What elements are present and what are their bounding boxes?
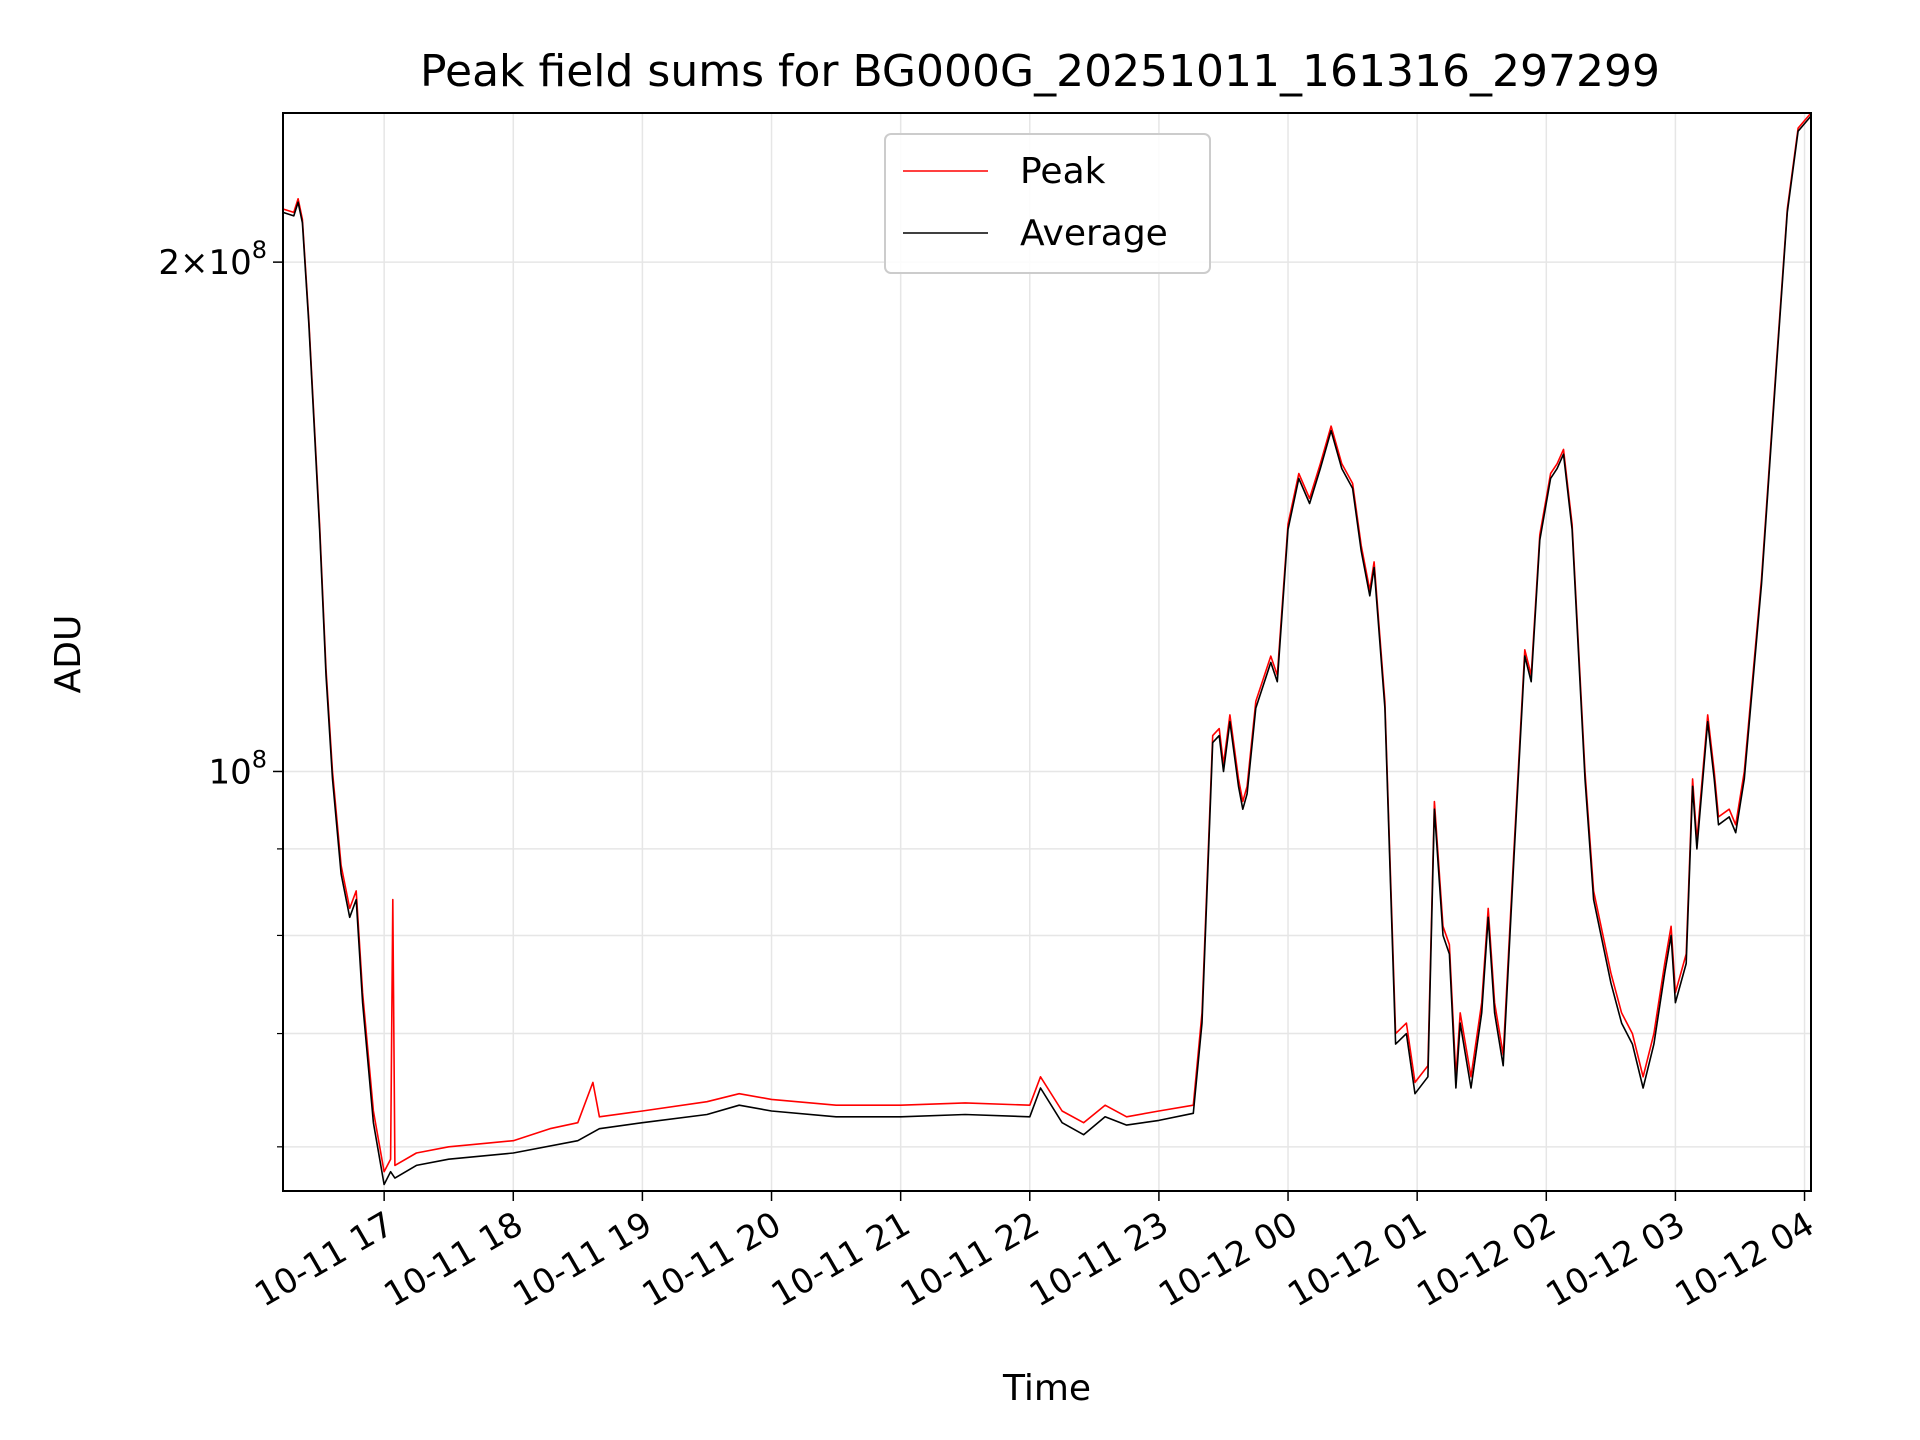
y-axis-label: ADU xyxy=(48,615,89,694)
legend: Peak Average xyxy=(884,133,1211,274)
series-line-peak xyxy=(282,112,1812,1173)
y-tick-label: 108 xyxy=(208,745,267,792)
series-lines xyxy=(282,112,1812,1186)
x-axis-label: Time xyxy=(1002,1368,1091,1409)
series-line-average xyxy=(282,115,1812,1186)
grid xyxy=(283,113,1811,1191)
legend-peak-label: Peak xyxy=(1020,151,1106,192)
legend-average-label: Average xyxy=(1020,213,1168,254)
y-tick-label: 2×108 xyxy=(158,236,267,283)
plot-frame xyxy=(282,112,1812,1192)
chart-title: Peak field sums for BG000G_20251011_1613… xyxy=(420,46,1660,97)
legend-box xyxy=(884,133,1211,274)
